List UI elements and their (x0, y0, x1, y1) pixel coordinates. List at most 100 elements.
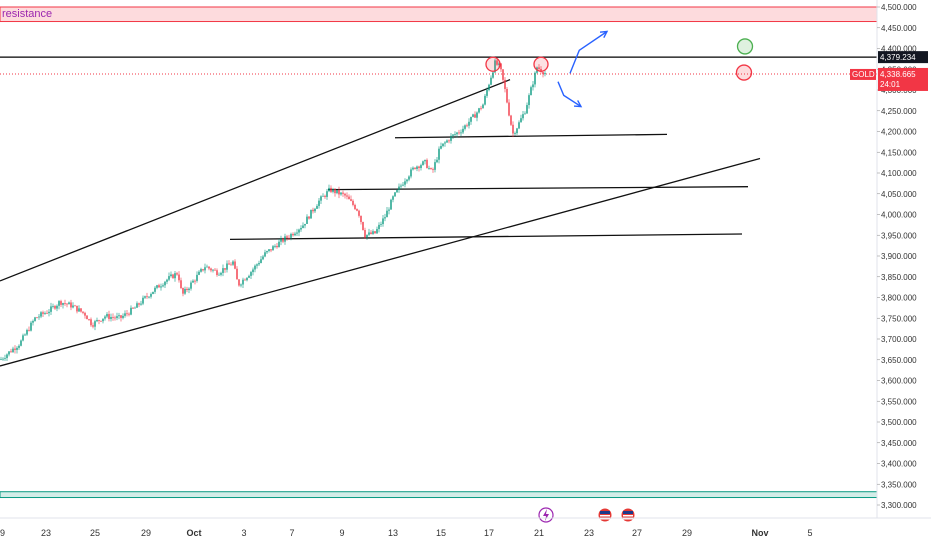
zone-resistance-0[interactable] (0, 6, 878, 23)
candle (14, 345, 16, 354)
candle (352, 199, 354, 207)
candle (40, 311, 42, 319)
candle (90, 317, 92, 327)
candle (160, 283, 162, 291)
candle (2, 357, 4, 361)
candle (250, 270, 252, 279)
candle (368, 228, 370, 237)
candle (120, 314, 122, 322)
candle (326, 189, 328, 200)
candle (460, 129, 462, 137)
candle (110, 313, 112, 322)
candle (102, 318, 104, 324)
candle (444, 141, 446, 147)
candle (310, 209, 312, 219)
candle (58, 300, 60, 310)
candle (258, 260, 260, 266)
candle (88, 318, 90, 321)
candle (172, 273, 174, 279)
candle (232, 260, 234, 266)
projection-arrow-1[interactable] (557, 81, 583, 108)
projection-arrow-0[interactable] (569, 30, 609, 74)
candles-layer (0, 57, 546, 361)
candle (312, 207, 314, 214)
event-flag-icon[interactable] (620, 507, 636, 523)
candle (544, 70, 546, 77)
candle (80, 308, 82, 313)
event-lightning-icon[interactable] (538, 507, 554, 523)
candle (454, 131, 456, 137)
candle (532, 80, 534, 91)
candle (190, 280, 192, 291)
candle (276, 243, 278, 249)
candle (388, 207, 390, 215)
trendline-2[interactable] (394, 133, 668, 139)
candle (174, 271, 176, 282)
candle (404, 178, 406, 188)
candle (482, 103, 484, 109)
candle (212, 268, 214, 273)
candle (260, 256, 262, 264)
y-tick-label: 4,050.000 (881, 190, 917, 199)
candle (432, 167, 434, 173)
candle (470, 116, 472, 125)
trendline-3[interactable] (327, 186, 749, 191)
candle (154, 286, 156, 294)
candle (202, 268, 204, 272)
candle (60, 299, 62, 308)
candle (288, 234, 290, 240)
candle (146, 292, 148, 299)
candle (488, 83, 490, 92)
signal-circle-green[interactable] (736, 38, 754, 55)
candle (184, 286, 186, 295)
candle (332, 187, 334, 194)
event-flag-icon[interactable] (597, 507, 613, 523)
candle (406, 178, 408, 184)
candle (378, 222, 380, 233)
candle (82, 311, 84, 315)
zone-support-1[interactable] (0, 491, 878, 499)
x-axis[interactable]: 9 23 25 29 Oct 3 7 9 13 15 17 21 23 27 29 Nov 5 (0, 528, 813, 538)
candle (76, 305, 78, 314)
candle (48, 308, 50, 317)
y-tick-label: 3,500.000 (881, 418, 917, 427)
trendline-0[interactable] (0, 79, 511, 282)
current-price-tag (878, 67, 928, 91)
candle (96, 317, 98, 323)
candle (458, 129, 460, 135)
candle (20, 339, 22, 347)
candle (330, 185, 332, 194)
resistance-price-tag (878, 51, 928, 64)
candle (24, 333, 26, 336)
candle (386, 207, 388, 218)
candle (540, 66, 542, 74)
candle (226, 260, 228, 273)
candle (156, 284, 158, 290)
candle (538, 64, 540, 72)
candle (198, 270, 200, 276)
candle (508, 99, 510, 117)
candle (234, 259, 236, 270)
candle (376, 226, 378, 234)
candle (542, 71, 544, 78)
peak-circle-1[interactable] (533, 56, 549, 72)
y-tick-label: 4,500.000 (881, 3, 917, 12)
x-tick-label: 9 (339, 528, 344, 538)
peak-circle-0[interactable] (485, 56, 501, 72)
candle (502, 69, 504, 84)
candle (426, 158, 428, 169)
candle (360, 215, 362, 225)
candle (178, 271, 180, 283)
trendline-1[interactable] (0, 157, 761, 367)
candle (440, 142, 442, 150)
signal-circle-red[interactable] (735, 64, 753, 81)
x-tick-label: 5 (807, 528, 812, 538)
candle (180, 277, 182, 290)
candle (52, 303, 54, 309)
candle (466, 123, 468, 128)
candle (338, 186, 340, 199)
trendline-4[interactable] (229, 233, 743, 241)
candle (436, 157, 438, 164)
